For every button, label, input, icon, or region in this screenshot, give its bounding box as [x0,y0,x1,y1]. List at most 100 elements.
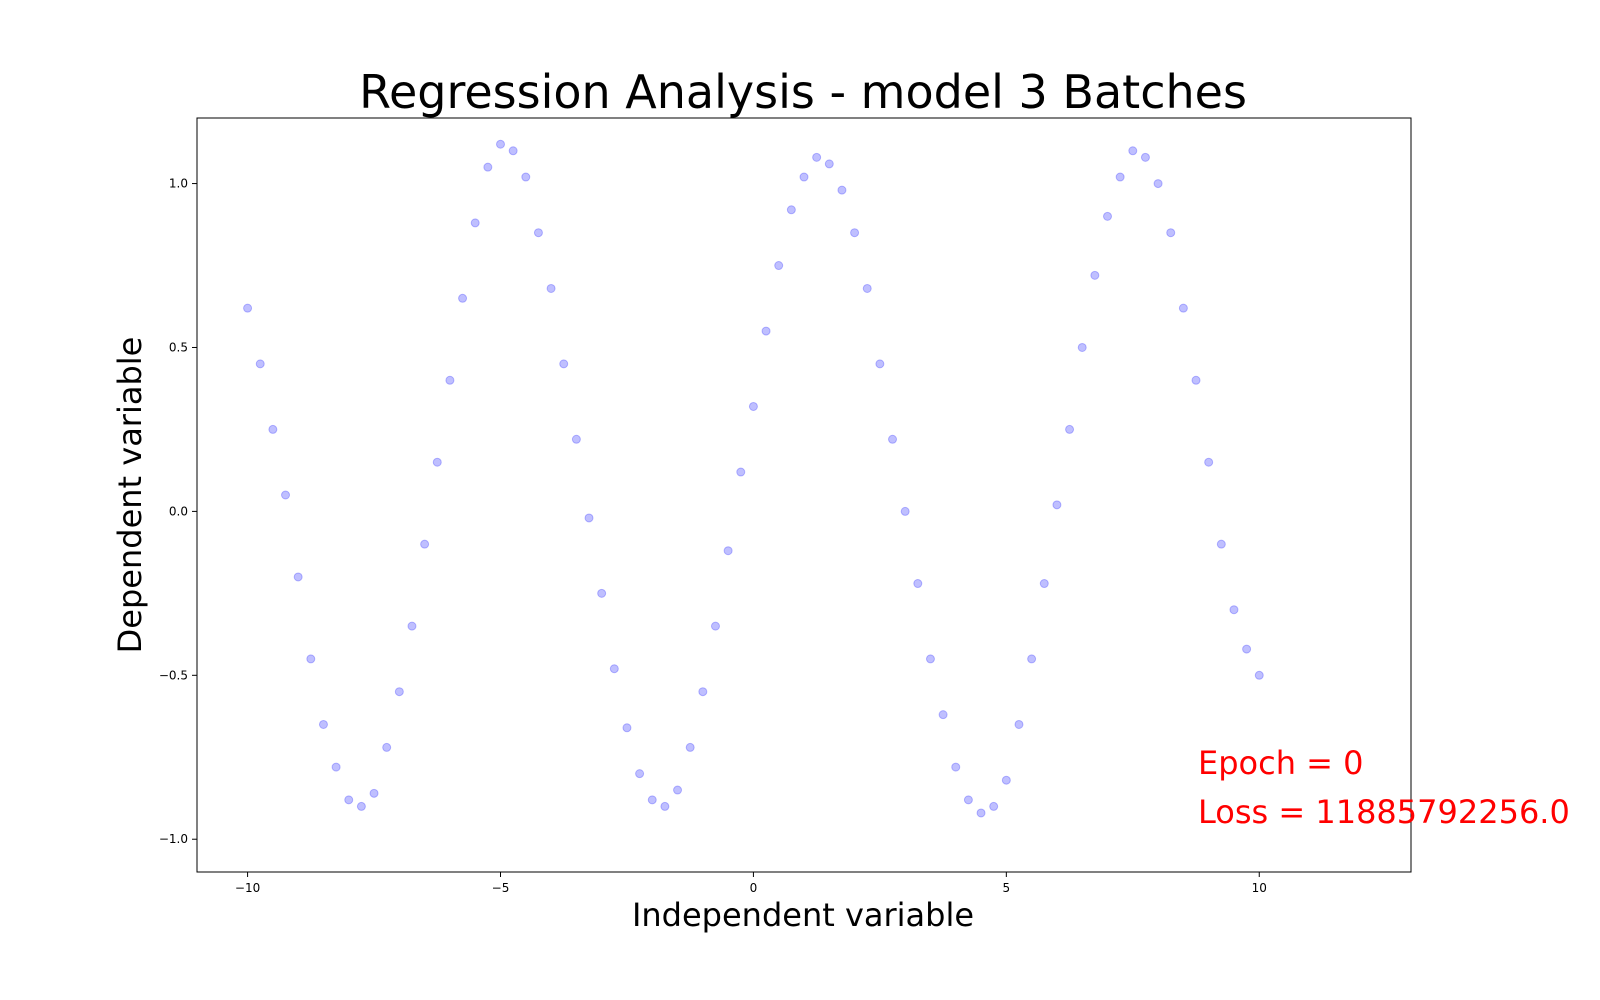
data-point [989,801,999,811]
data-point [786,205,796,215]
x-axis: −10 −5 0 5 10 [235,872,1267,895]
data-point [344,795,354,805]
data-point [496,139,505,149]
loss-annotation: Loss = 11885792256.0 [1198,793,1570,831]
data-point [938,710,948,720]
data-point [698,687,708,697]
data-point [761,326,771,336]
data-point [900,506,910,516]
data-point [1077,342,1087,352]
data-point [635,769,645,779]
data-point [710,621,720,631]
data-point [559,359,569,369]
data-point [306,654,316,664]
y-tick-label: 0.5 [169,340,188,354]
data-point [1153,179,1163,189]
data-point [837,185,847,195]
data-point [470,218,480,228]
data-point [951,762,961,772]
data-point [597,588,607,598]
data-point [571,434,581,444]
data-point [850,228,860,238]
data-point [875,359,885,369]
data-point [445,375,455,385]
data-point [862,283,872,293]
data-point [318,719,328,729]
data-point [660,801,670,811]
x-tick-label: 10 [1252,881,1267,895]
x-tick-label: 0 [750,881,758,895]
data-point [432,457,442,467]
data-point [812,152,822,162]
data-point [293,572,303,582]
data-point [622,723,632,733]
data-point [1229,605,1239,615]
y-tick-label: −0.5 [159,668,188,682]
data-point [609,664,619,674]
data-point [546,283,556,293]
y-axis-label: Dependent variable [111,337,149,654]
y-tick-label: −1.0 [159,832,188,846]
data-point [1103,211,1112,221]
data-point [281,490,291,500]
data-point [533,228,543,238]
data-point [243,303,253,313]
data-point [584,513,594,523]
x-tick-label: −5 [492,881,510,895]
epoch-annotation: Epoch = 0 [1198,744,1364,782]
data-point [963,795,973,805]
data-point [1242,644,1252,654]
data-point [1166,228,1176,238]
data-point [647,795,657,805]
data-point [369,788,379,798]
data-point [1204,457,1214,467]
data-point [736,467,746,477]
data-point [1140,152,1150,162]
data-point [799,172,809,182]
chart-title: Regression Analysis - model 3 Batches [359,65,1247,119]
data-point [508,146,518,156]
data-point [331,762,341,772]
data-point [685,742,695,752]
data-point [268,424,278,434]
data-point [1027,654,1037,664]
data-point [458,293,468,303]
data-point [1001,775,1011,785]
y-tick-label: 0.0 [169,504,188,518]
data-point [1014,719,1024,729]
data-point [394,687,404,697]
data-point [255,359,265,369]
y-axis: −1.0 −0.5 0.0 0.5 1.0 [159,177,197,846]
data-point [1039,579,1049,589]
data-point [1254,670,1264,680]
data-point [824,159,834,169]
x-tick-label: 5 [1003,881,1011,895]
data-point [1115,172,1125,182]
data-point [925,654,935,664]
data-point [723,546,733,556]
data-point [521,172,531,182]
data-point [888,434,898,444]
data-point [1065,424,1075,434]
x-axis-label: Independent variable [632,896,974,934]
y-tick-label: 1.0 [169,177,188,191]
plot-frame [196,117,1412,873]
data-point [1090,270,1100,280]
data-point [1178,303,1188,313]
data-point [1216,539,1226,549]
data-point [774,261,784,271]
data-point [407,621,417,631]
data-point [1191,375,1201,385]
scatter-points [243,139,1264,818]
x-tick-label: −10 [235,881,260,895]
data-point [976,808,986,818]
data-point [1052,500,1062,510]
data-point [913,579,923,589]
data-point [483,162,493,172]
data-point [673,785,683,795]
data-point [420,539,430,549]
data-point [1128,146,1138,156]
data-point [382,742,392,752]
data-point [356,801,366,811]
